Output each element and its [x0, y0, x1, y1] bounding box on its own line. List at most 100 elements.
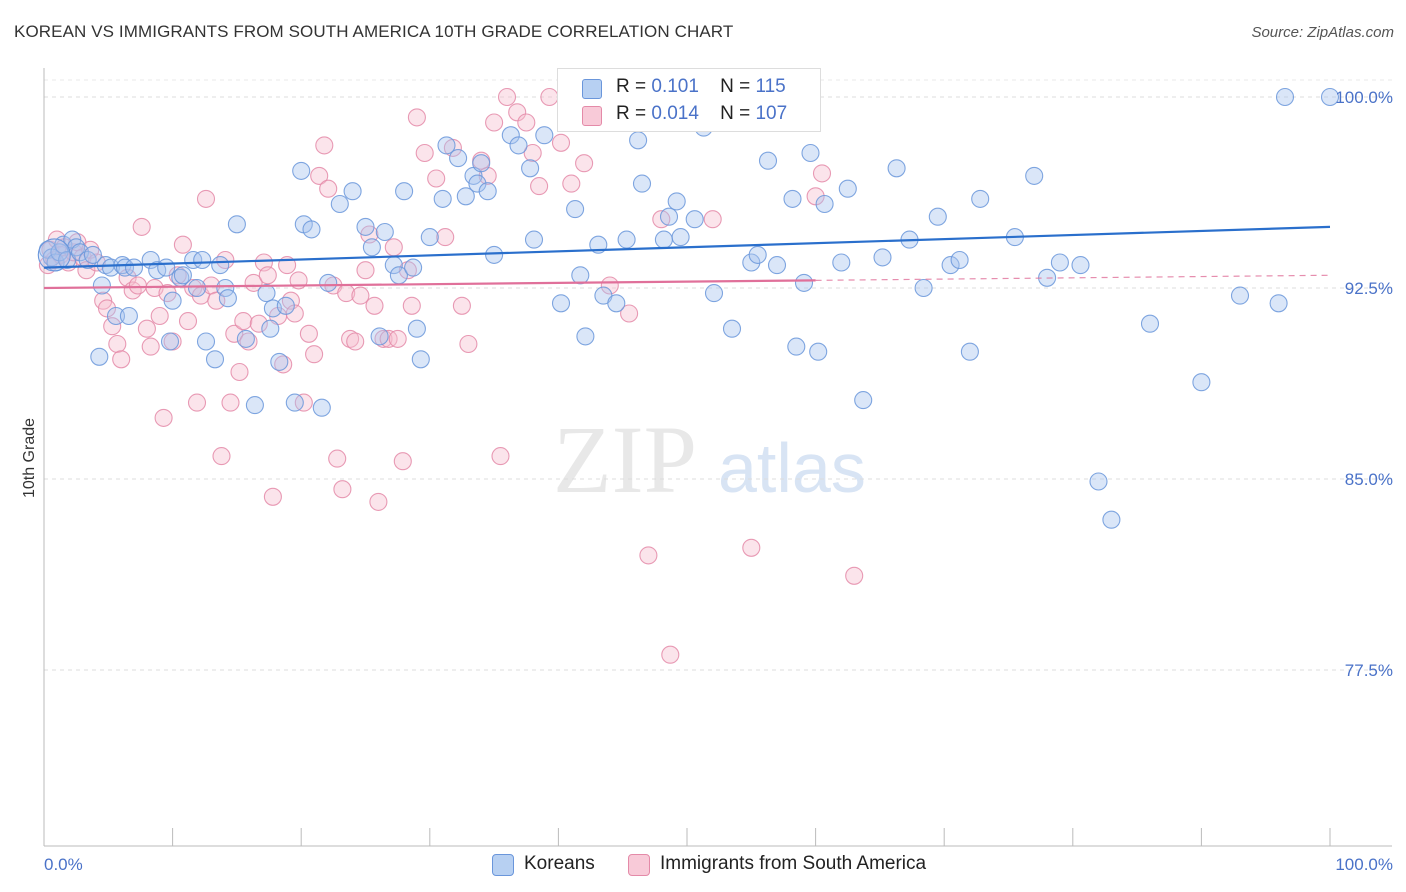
immigrants-point-30 [173, 235, 192, 254]
chart-title: KOREAN VS IMMIGRANTS FROM SOUTH AMERICA … [14, 22, 734, 41]
immigrants-point-97 [551, 133, 571, 152]
koreans-point-50 [343, 182, 362, 201]
koreans-point-22 [157, 258, 176, 277]
immigrants-point-61 [319, 179, 338, 198]
koreans-point-112 [941, 256, 960, 275]
trend-lines [43, 225, 1331, 290]
immigrants-point-83 [436, 228, 455, 247]
koreans-point-102 [809, 342, 828, 361]
immigrants-point-60 [315, 136, 334, 155]
koreans-point-24 [163, 291, 182, 310]
koreans-point-23 [160, 332, 180, 351]
koreans-point-58 [404, 258, 423, 277]
y-tick-label: 92.5% [1345, 279, 1393, 298]
immigrants-point-92 [508, 103, 527, 122]
koreans-point-83 [617, 230, 636, 249]
koreans-point-65 [456, 187, 475, 206]
immigrants-point-90 [491, 447, 510, 466]
immigrants-trend-line [43, 279, 816, 290]
immigrants-point-109 [812, 164, 832, 183]
koreans-point-70 [485, 245, 504, 264]
koreans-point-18 [119, 306, 138, 326]
koreans-points [38, 87, 864, 664]
koreans-point-123 [1140, 314, 1160, 333]
koreans-point-113 [950, 250, 969, 270]
koreans-point-122 [1102, 510, 1121, 529]
immigrants-point-110 [845, 566, 864, 585]
immigrants-point-33 [187, 393, 207, 412]
koreans-point-78 [571, 266, 590, 285]
koreans-point-111 [928, 207, 947, 226]
koreans-point-9 [78, 250, 97, 270]
koreans-point-115 [971, 189, 990, 208]
legend-swatch-koreans [582, 79, 602, 99]
koreans-point-67 [468, 174, 487, 193]
immigrants-point-102 [620, 304, 639, 323]
immigrants-point-63 [328, 449, 347, 468]
koreans-point-92 [704, 284, 724, 303]
koreans-point-107 [873, 248, 892, 267]
immigrants-point-79 [402, 296, 421, 315]
koreans-point-30 [196, 332, 216, 351]
y-axis-label: 10th Grade [21, 418, 38, 498]
koreans-point-82 [607, 294, 626, 313]
koreans-point-36 [236, 329, 255, 348]
immigrants-point-46 [249, 314, 268, 333]
immigrants-point-35 [196, 189, 216, 208]
immigrants-point-93 [517, 113, 536, 132]
koreans-point-39 [261, 319, 280, 338]
immigrants-point-21 [132, 217, 151, 236]
koreans-point-26 [173, 266, 192, 285]
immigrants-trend-extension [815, 274, 1331, 281]
koreans-point-14 [101, 258, 120, 277]
koreans-point-86 [654, 230, 673, 249]
koreans-point-46 [302, 220, 321, 239]
koreans-point-11 [90, 347, 109, 366]
legend-label-immigrants: Immigrants from South America [660, 853, 927, 874]
zipatlas-watermark: ZIP atlas [553, 406, 866, 513]
immigrants-point-41 [225, 324, 244, 343]
koreans-point-63 [437, 136, 456, 155]
koreans-point-124 [1192, 373, 1211, 392]
immigrants-point-39 [216, 250, 235, 270]
koreans-point-60 [411, 350, 430, 369]
correlation-legend: R = 0.101 N = 115 R = 0.014 N = 107 [557, 68, 821, 132]
koreans-point-59 [407, 319, 426, 338]
koreans-point-42 [276, 296, 295, 315]
koreans-point-34 [218, 289, 237, 308]
koreans-point-29 [193, 250, 212, 270]
koreans-point-48 [319, 273, 338, 292]
immigrants-point-106 [703, 210, 722, 229]
koreans-point-79 [576, 327, 595, 346]
immigrants-point-71 [365, 296, 384, 315]
koreans-point-61 [420, 228, 439, 247]
koreans-point-72 [509, 136, 528, 155]
immigrants-point-67 [346, 332, 365, 351]
n-value-koreans: 115 [755, 76, 786, 97]
immigrants-point-85 [452, 296, 471, 315]
n-value-immigrants: 107 [755, 103, 788, 124]
koreans-point-38 [257, 284, 276, 303]
x-tick-label-start: 0.0% [44, 855, 83, 874]
r-label: R = [616, 103, 647, 124]
immigrants-point-26 [154, 408, 173, 427]
immigrants-point-94 [523, 143, 542, 163]
koreans-point-19 [124, 258, 144, 277]
immigrants-point-38 [212, 447, 231, 466]
koreans-point-104 [832, 253, 851, 272]
immigrants-point-69 [356, 261, 375, 280]
immigrants-point-23 [141, 337, 160, 356]
immigrants-point-37 [207, 291, 226, 310]
koreans-point-12 [92, 276, 111, 295]
koreans-point-101 [801, 143, 820, 163]
immigrants-point-96 [540, 87, 559, 107]
koreans-point-96 [758, 151, 778, 170]
immigrants-point-31 [178, 312, 198, 331]
n-label: N = [720, 103, 751, 124]
koreans-point-97 [767, 256, 787, 275]
r-value-koreans: 0.101 [651, 76, 699, 97]
koreans-point-95 [748, 245, 767, 264]
koreans-point-74 [524, 230, 544, 249]
koreans-point-54 [375, 222, 394, 242]
koreans-point-53 [370, 327, 389, 346]
